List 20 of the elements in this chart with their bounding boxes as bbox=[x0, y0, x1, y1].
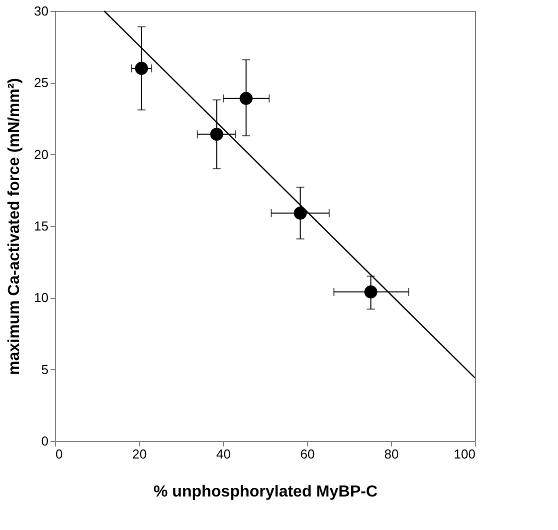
x-tick-label: 40 bbox=[216, 446, 231, 462]
point bbox=[240, 92, 253, 105]
point bbox=[294, 206, 307, 220]
x-tick-label: 60 bbox=[300, 446, 315, 462]
x-tick-label: 80 bbox=[384, 446, 399, 462]
y-axis-title: maximum Ca-activated force (mN/mm²) bbox=[6, 78, 24, 375]
y-tick-label: 20 bbox=[34, 146, 48, 162]
point bbox=[135, 62, 148, 75]
x-tick-label: 20 bbox=[132, 446, 147, 462]
y-tick-label: 15 bbox=[34, 218, 48, 234]
y-tick-label: 5 bbox=[41, 362, 48, 377]
y-tick-label: 25 bbox=[34, 75, 48, 90]
y-tick-label: 10 bbox=[34, 290, 48, 306]
y-tick-label: 0 bbox=[41, 434, 48, 448]
point bbox=[364, 285, 378, 298]
point bbox=[210, 128, 224, 141]
x-axis-title: % unphosphorylated MyBP-C bbox=[153, 484, 378, 500]
y-tick-label: 30 bbox=[34, 4, 48, 18]
x-tick-label: 0 bbox=[56, 446, 63, 462]
x-tick-label: 100 bbox=[454, 446, 476, 462]
